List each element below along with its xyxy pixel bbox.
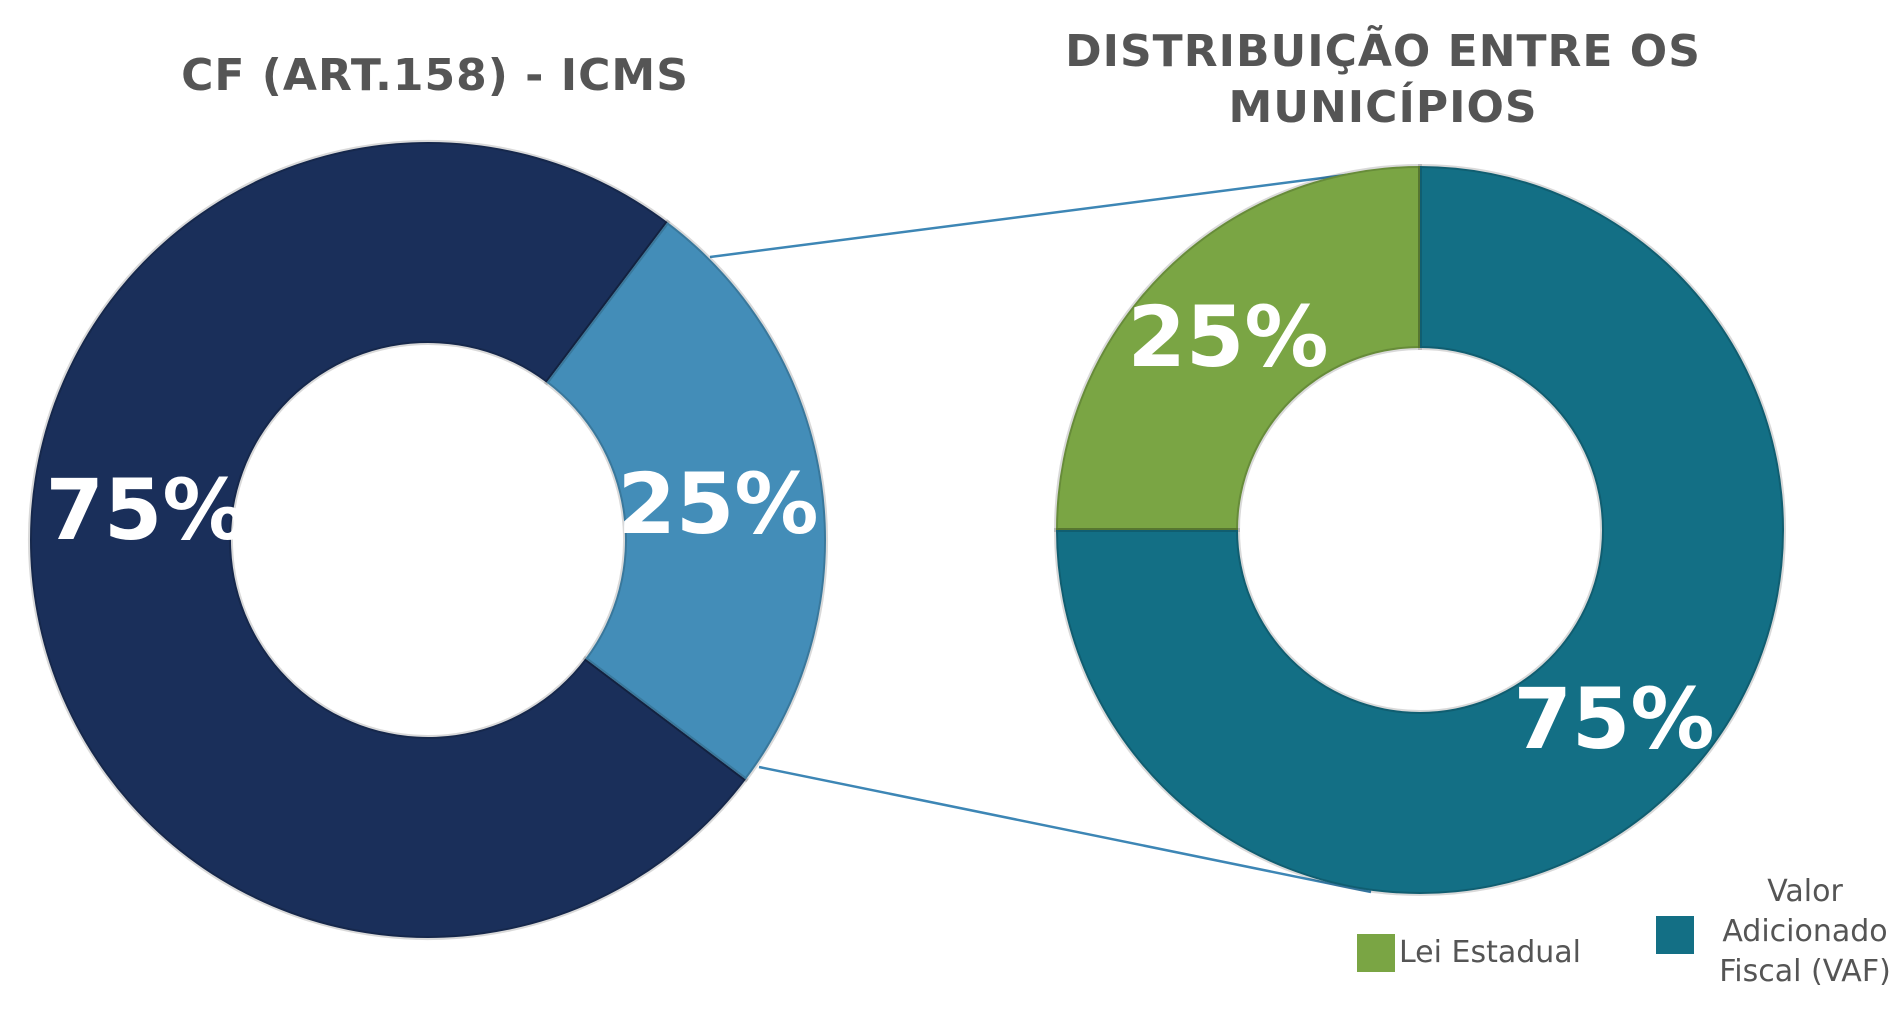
legend-label: Valor Adicionado Fiscal (VAF) — [1719, 874, 1891, 989]
slice — [1053, 163, 1422, 532]
legend-label: Lei Estadual — [1398, 935, 1582, 970]
value-label: 25% — [1127, 288, 1328, 386]
value-label: 25% — [617, 455, 818, 553]
value-label: 75% — [1513, 670, 1714, 768]
connector — [758, 765, 1372, 894]
value-label: 75% — [45, 461, 246, 559]
slice — [1053, 163, 1786, 896]
chart-title: DISTRIBUIÇÃO ENTRE OS MUNICÍPIOS — [1065, 26, 1701, 133]
chart-title: CF (ART.158) - ICMS — [181, 50, 689, 101]
legend-swatch — [1656, 916, 1694, 954]
slice — [543, 219, 828, 783]
slice — [28, 140, 749, 940]
legend-swatch — [1357, 934, 1395, 972]
connector — [709, 168, 1385, 259]
